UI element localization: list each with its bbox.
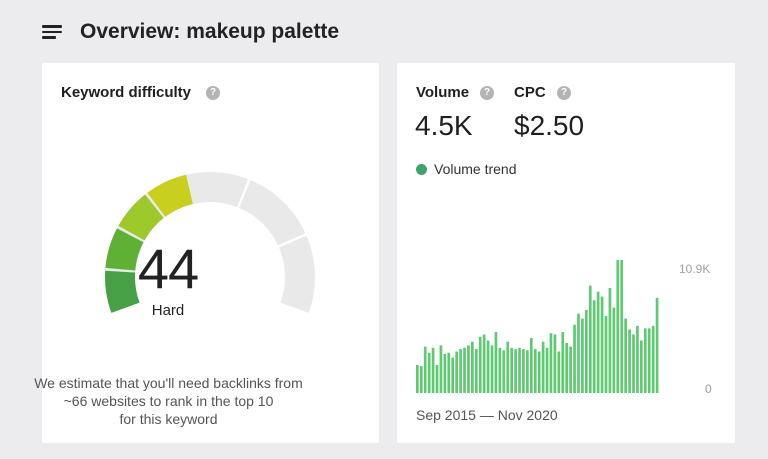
- volume-bar[interactable]: [624, 318, 627, 393]
- volume-bar[interactable]: [416, 364, 419, 393]
- volume-bar[interactable]: [596, 291, 600, 393]
- volume-bar[interactable]: [573, 324, 576, 393]
- volume-bar[interactable]: [490, 345, 494, 393]
- volume-trend-legend-dot: [416, 164, 427, 175]
- volume-bar[interactable]: [455, 351, 458, 393]
- volume-bar[interactable]: [616, 260, 620, 393]
- volume-bar[interactable]: [640, 340, 643, 393]
- volume-bar[interactable]: [522, 349, 525, 393]
- volume-bar[interactable]: [482, 334, 486, 393]
- volume-bar[interactable]: [463, 347, 466, 393]
- volume-help-icon[interactable]: ?: [480, 86, 494, 100]
- volume-bar[interactable]: [588, 285, 592, 393]
- volume-trend-chart[interactable]: [414, 255, 664, 395]
- page-title: Overview: makeup palette: [80, 20, 340, 43]
- volume-bar[interactable]: [419, 366, 423, 393]
- page-header: Overview: makeup palette: [0, 0, 768, 62]
- volume-bar[interactable]: [494, 331, 498, 393]
- volume-bar[interactable]: [498, 347, 502, 393]
- volume-value: 4.5K: [415, 110, 473, 141]
- volume-bar[interactable]: [514, 349, 517, 393]
- difficulty-score: 44: [137, 237, 199, 300]
- difficulty-description-line: ~66 websites to rank in the top 10: [63, 393, 274, 409]
- volume-bar[interactable]: [529, 338, 533, 393]
- volume-bar[interactable]: [620, 260, 624, 393]
- volume-bar[interactable]: [612, 307, 616, 393]
- difficulty-rating: Hard: [151, 302, 185, 319]
- keyword-difficulty-help-icon[interactable]: ?: [206, 86, 220, 100]
- volume-bar[interactable]: [655, 297, 659, 393]
- y-axis-min-label: 0: [705, 382, 712, 396]
- volume-bar[interactable]: [533, 349, 537, 393]
- cpc-help-icon[interactable]: ?: [557, 86, 571, 100]
- difficulty-description: We estimate that you'll need backlinks f…: [16, 374, 321, 428]
- difficulty-description-line: for this keyword: [119, 411, 218, 427]
- volume-bar[interactable]: [478, 336, 482, 393]
- volume-label: Volume: [416, 84, 470, 101]
- cpc-value: $2.50: [514, 110, 585, 141]
- volume-bar[interactable]: [584, 310, 588, 393]
- volume-bar[interactable]: [526, 350, 529, 393]
- volume-bar[interactable]: [549, 333, 553, 393]
- volume-bar[interactable]: [577, 313, 580, 393]
- volume-bar[interactable]: [431, 347, 435, 393]
- hamburger-menu-icon[interactable]: [42, 25, 62, 39]
- volume-bar[interactable]: [651, 325, 655, 393]
- volume-bar[interactable]: [474, 349, 478, 393]
- volume-bar[interactable]: [600, 296, 604, 393]
- volume-bar[interactable]: [506, 341, 510, 393]
- difficulty-description-line: We estimate that you'll need backlinks f…: [34, 375, 303, 391]
- volume-bar[interactable]: [565, 342, 569, 393]
- volume-bar[interactable]: [439, 345, 443, 393]
- trend-date-range: Sep 2015 — Nov 2020: [416, 407, 558, 423]
- volume-bar[interactable]: [459, 349, 462, 393]
- volume-bar[interactable]: [608, 288, 612, 393]
- cpc-label: CPC: [514, 84, 546, 101]
- volume-bar[interactable]: [451, 357, 455, 393]
- volume-bar[interactable]: [581, 318, 584, 393]
- keyword-difficulty-title: Keyword difficulty: [61, 84, 192, 101]
- volume-bar[interactable]: [502, 350, 506, 393]
- volume-bar[interactable]: [632, 334, 635, 393]
- volume-bar[interactable]: [541, 341, 545, 393]
- y-axis-max-label: 10.9K: [679, 262, 711, 276]
- volume-bar[interactable]: [537, 351, 541, 393]
- volume-bar[interactable]: [553, 334, 557, 393]
- volume-bar[interactable]: [647, 328, 651, 393]
- volume-bar[interactable]: [569, 346, 572, 393]
- volume-bar[interactable]: [423, 346, 427, 393]
- volume-bar[interactable]: [545, 347, 549, 393]
- keyword-difficulty-card: [42, 63, 379, 443]
- volume-bar[interactable]: [486, 340, 490, 393]
- volume-bar[interactable]: [443, 353, 447, 393]
- volume-bar[interactable]: [636, 325, 639, 393]
- volume-bar[interactable]: [557, 351, 561, 393]
- volume-bar[interactable]: [561, 331, 565, 393]
- volume-bar[interactable]: [435, 364, 439, 393]
- volume-bar[interactable]: [510, 347, 514, 393]
- volume-bar[interactable]: [471, 341, 474, 393]
- volume-bar[interactable]: [518, 347, 521, 393]
- volume-bar[interactable]: [628, 329, 631, 393]
- volume-bar[interactable]: [447, 352, 451, 393]
- volume-bar[interactable]: [427, 352, 431, 393]
- volume-trend-legend-label: Volume trend: [434, 161, 517, 177]
- volume-bar[interactable]: [643, 328, 647, 393]
- volume-bar[interactable]: [592, 300, 596, 393]
- volume-bar[interactable]: [604, 316, 608, 393]
- volume-bar[interactable]: [467, 345, 470, 393]
